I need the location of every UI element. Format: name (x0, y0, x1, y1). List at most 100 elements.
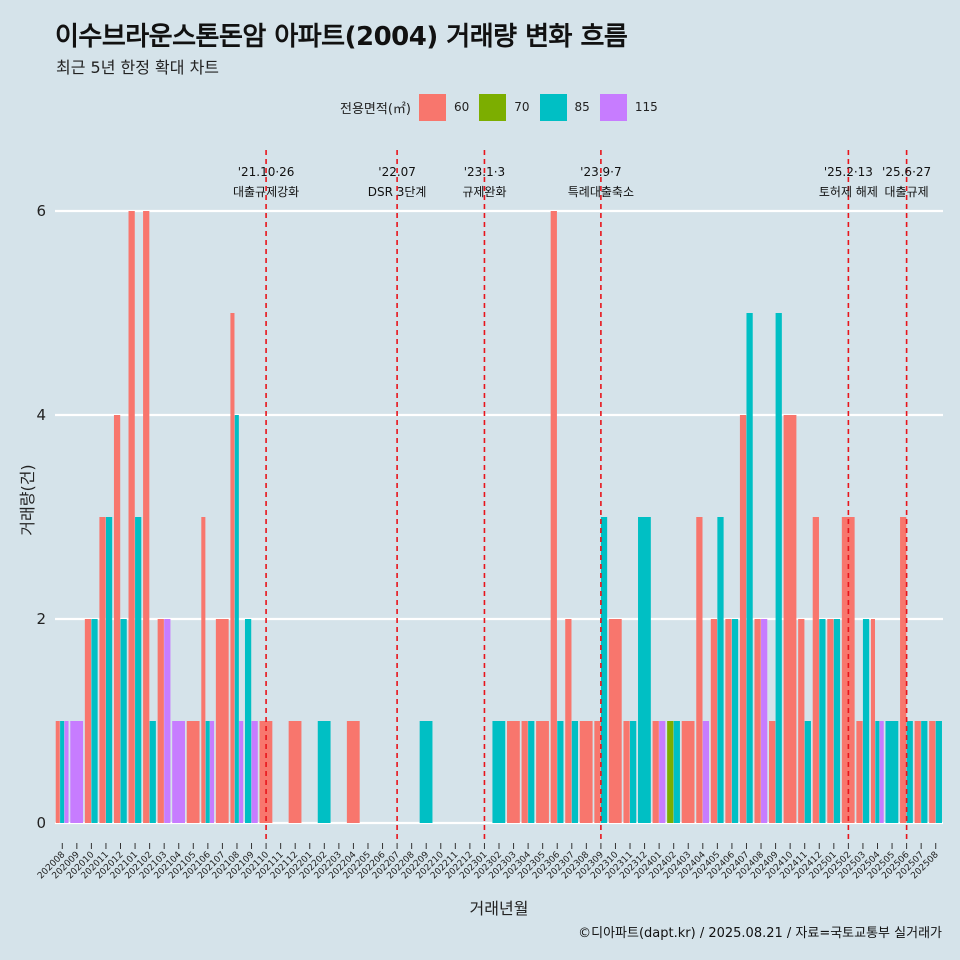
bar-202406-85 (732, 619, 738, 823)
bar-202102-85 (150, 721, 156, 823)
bar-202503-60 (856, 721, 862, 823)
bar-202405-60 (711, 619, 717, 823)
bar-202108-115 (239, 721, 243, 823)
bar-202407-85 (746, 313, 752, 823)
bar-202106-115 (210, 721, 214, 823)
annotation-date-4: '25.2·13 (824, 165, 873, 179)
bar-202012-60 (114, 415, 120, 823)
bar-202410-60 (784, 415, 797, 823)
bar-202304-85 (528, 721, 534, 823)
bar-202507-85 (921, 721, 927, 823)
bar-202011-60 (99, 517, 105, 823)
bar-202404-60 (696, 517, 702, 823)
bar-202103-115 (164, 619, 170, 823)
bar-202011-85 (106, 517, 112, 823)
bar-202101-85 (135, 517, 141, 823)
bar-202303-60 (507, 721, 520, 823)
x-axis: 2020082020092020102020112020122021012021… (36, 843, 941, 881)
bar-202504-60 (871, 619, 875, 823)
bar-202308-60 (580, 721, 593, 823)
bar-202504-115 (880, 721, 884, 823)
bar-202409-60 (769, 721, 775, 823)
bar-202312-85 (638, 517, 651, 823)
bar-202008-85 (60, 721, 64, 823)
annotation-text-5: 대출규제 (885, 185, 929, 199)
bar-202109-115 (252, 721, 258, 823)
bar-202105-60 (187, 721, 200, 823)
bar-202309-85 (601, 517, 607, 823)
bar-202406-60 (725, 619, 731, 823)
bar-202508-85 (936, 721, 942, 823)
bar-202108-85 (235, 415, 239, 823)
bar-202010-60 (85, 619, 91, 823)
bar-202102-60 (143, 211, 149, 823)
annotation-date-3: '23.9·7 (580, 165, 621, 179)
x-axis-title: 거래년월 (470, 899, 529, 918)
bar-202109-85 (245, 619, 251, 823)
annotation-date-5: '25.6·27 (882, 165, 931, 179)
bar-202507-60 (915, 721, 921, 823)
bar-202412-60 (813, 517, 819, 823)
bar-202012-85 (121, 619, 127, 823)
bar-202106-85 (206, 721, 210, 823)
bar-202307-85 (572, 721, 578, 823)
bar-202307-60 (565, 619, 571, 823)
bar-202008-115 (64, 721, 68, 823)
bar-202407-60 (740, 415, 746, 823)
bar-202411-85 (805, 721, 811, 823)
bar-202503-85 (863, 619, 869, 823)
bar-202107-60 (216, 619, 229, 823)
bar-202502-60 (842, 517, 855, 823)
bar-202305-60 (536, 721, 549, 823)
bar-202306-85 (557, 721, 563, 823)
annotation-text-0: 대출규제강화 (233, 185, 299, 199)
annotation-date-1: '22.07 (378, 165, 416, 179)
bar-202501-60 (827, 619, 833, 823)
bar-chart: '21.10·26 대출규제강화 '22.07 DSR 3단계 '23.1·3 규제완화 '… (0, 0, 960, 960)
bar-202401-115 (659, 721, 665, 823)
annotation-date-2: '23.1·3 (464, 165, 505, 179)
bar-202506-60 (900, 517, 906, 823)
bar-202504-85 (875, 721, 879, 823)
y-axis-title: 거래량(건) (18, 464, 37, 535)
y-tick-label-2: 2 (36, 610, 46, 628)
bar-202311-60 (623, 721, 629, 823)
bar-202310-60 (609, 619, 622, 823)
bar-202506-85 (907, 721, 913, 823)
annotation-date-0: '21.10·26 (238, 165, 295, 179)
bar-202008-60 (56, 721, 60, 823)
bar-202103-60 (158, 619, 164, 823)
bar-202306-60 (551, 211, 557, 823)
y-tick-label-6: 6 (36, 202, 46, 220)
bar-202408-60 (754, 619, 760, 823)
bar-202401-60 (653, 721, 659, 823)
bar-202404-115 (703, 721, 709, 823)
bar-202309-60 (594, 721, 600, 823)
y-tick-label-0: 0 (36, 814, 46, 832)
bar-marks (56, 211, 942, 823)
bar-202104-115 (172, 721, 185, 823)
bar-202010-85 (91, 619, 97, 823)
bar-202108-60 (230, 313, 234, 823)
bar-202508-60 (929, 721, 935, 823)
bar-202101-60 (129, 211, 135, 823)
bar-202202-85 (318, 721, 331, 823)
bar-202412-85 (819, 619, 825, 823)
y-tick-label-4: 4 (36, 406, 46, 424)
bar-202405-85 (717, 517, 723, 823)
bar-202403-60 (682, 721, 695, 823)
bar-202106-60 (201, 517, 205, 823)
annotation-text-2: 규제완화 (462, 185, 506, 199)
bar-202501-85 (834, 619, 840, 823)
bar-202408-115 (761, 619, 767, 823)
annotation-labels: '21.10·26 대출규제강화 '22.07 DSR 3단계 '23.1·3 규제완화 '… (233, 165, 931, 199)
bar-202302-85 (492, 721, 505, 823)
bar-202402-70 (667, 721, 673, 823)
annotation-text-1: DSR 3단계 (368, 185, 427, 199)
annotation-text-3: 특례대출축소 (568, 185, 634, 199)
bar-202411-60 (798, 619, 804, 823)
bar-202505-85 (885, 721, 898, 823)
bar-202402-85 (674, 721, 680, 823)
annotation-text-4: 토허제 해제 (819, 185, 878, 199)
bar-202311-85 (630, 721, 636, 823)
